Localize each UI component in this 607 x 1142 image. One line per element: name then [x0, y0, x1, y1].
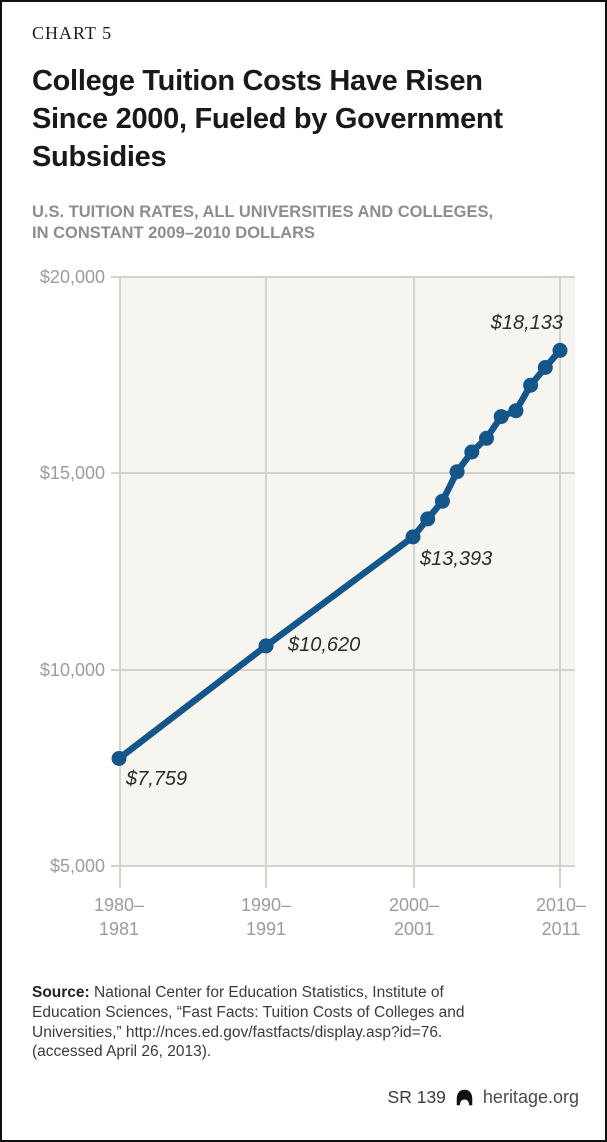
x-axis-label-2010: 2010– 2011 — [513, 893, 605, 941]
data-point-2006 — [493, 409, 509, 425]
source-line-3: Universities,” http://nces.ed.gov/fastfa… — [32, 1023, 443, 1041]
x-axis-label-2010-line2: 2011 — [541, 919, 581, 939]
gridline-10000 — [111, 669, 575, 671]
chart-title-line-2: Since 2000, Fueled by Government — [32, 103, 503, 135]
chart-title-line-3: Subsidies — [32, 141, 167, 173]
data-point-2002 — [434, 493, 450, 509]
gridline-15000 — [111, 472, 575, 474]
chart-title-line-1: College Tuition Costs Have Risen — [32, 65, 483, 97]
x-axis-label-2000-line1: 2000– — [388, 895, 440, 915]
data-point-2009 — [537, 360, 553, 375]
source-line-1: Source: National Center for Education St… — [32, 983, 572, 1003]
data-point-2003 — [449, 464, 465, 480]
data-point-2001 — [420, 511, 436, 527]
source-line-4: (accessed April 26, 2013). — [32, 1043, 212, 1061]
x-axis-label-1990-line1: 1990– — [240, 895, 292, 915]
gridline-5000 — [111, 865, 575, 867]
site-name: heritage.org — [482, 1087, 579, 1107]
point-label-1990: $10,620 — [288, 634, 361, 656]
x-axis-label-1980-line1: 1980– — [93, 895, 145, 915]
y-axis-label-5000: $5,000 — [49, 856, 105, 876]
footer: SR 139 heritage.org — [388, 1087, 579, 1108]
x-axis-label-1980-line2: 1981 — [98, 919, 140, 939]
data-point-1980 — [111, 751, 127, 766]
data-point-2010 — [552, 342, 568, 358]
chart-subtitle-line-2: IN CONSTANT 2009–2010 DOLLARS — [32, 224, 316, 242]
data-point-2008 — [523, 377, 539, 393]
chart-subtitle: U.S. TUITION RATES, ALL UNIVERSITIES AND… — [32, 202, 588, 244]
source-prefix: Source: — [32, 984, 90, 1001]
x-axis-label-2000: 2000– 2001 — [366, 893, 462, 941]
heritage-bell-icon — [456, 1089, 473, 1106]
chart-number: CHART 5 — [32, 23, 113, 43]
point-label-2010: $18,133 — [490, 312, 563, 334]
report-id: SR 139 — [387, 1087, 446, 1107]
source-line-2: Education Sciences, “Fast Facts: Tuition… — [32, 1003, 465, 1021]
data-point-2007 — [508, 403, 524, 419]
plot-area — [111, 276, 575, 888]
gridline-1990 — [265, 277, 267, 888]
gridline-2010 — [559, 277, 561, 888]
gridline-2000 — [413, 277, 415, 888]
y-axis-label-15000: $15,000 — [39, 463, 105, 483]
data-point-2004 — [464, 444, 480, 460]
x-axis-label-2010-line1: 2010– — [535, 895, 587, 915]
y-axis-label-20000: $20,000 — [39, 267, 105, 287]
x-axis-label-1990-line2: 1991 — [245, 919, 287, 939]
x-axis-label-1990: 1990– 1991 — [218, 893, 314, 941]
data-point-1990 — [258, 638, 274, 654]
gridline-20000 — [111, 276, 575, 278]
x-axis-label-2000-line2: 2001 — [393, 919, 435, 939]
data-point-2005 — [479, 430, 494, 446]
y-axis-label-10000: $10,000 — [39, 660, 105, 680]
chart-subtitle-line-1: U.S. TUITION RATES, ALL UNIVERSITIES AND… — [32, 203, 494, 221]
tuition-line-svg — [111, 342, 568, 766]
point-label-1980: $7,759 — [126, 768, 188, 790]
gridline-1980 — [119, 277, 121, 888]
chart-title: College Tuition Costs Have Risen Since 2… — [32, 62, 588, 176]
source-line-1-text: National Center for Education Statistics… — [94, 984, 444, 1001]
point-label-2000: $13,393 — [420, 548, 493, 570]
source-note: Source: National Center for Education St… — [32, 983, 572, 1062]
x-axis-label-1980: 1980– 1981 — [71, 893, 167, 941]
data-point-2000 — [405, 529, 421, 545]
